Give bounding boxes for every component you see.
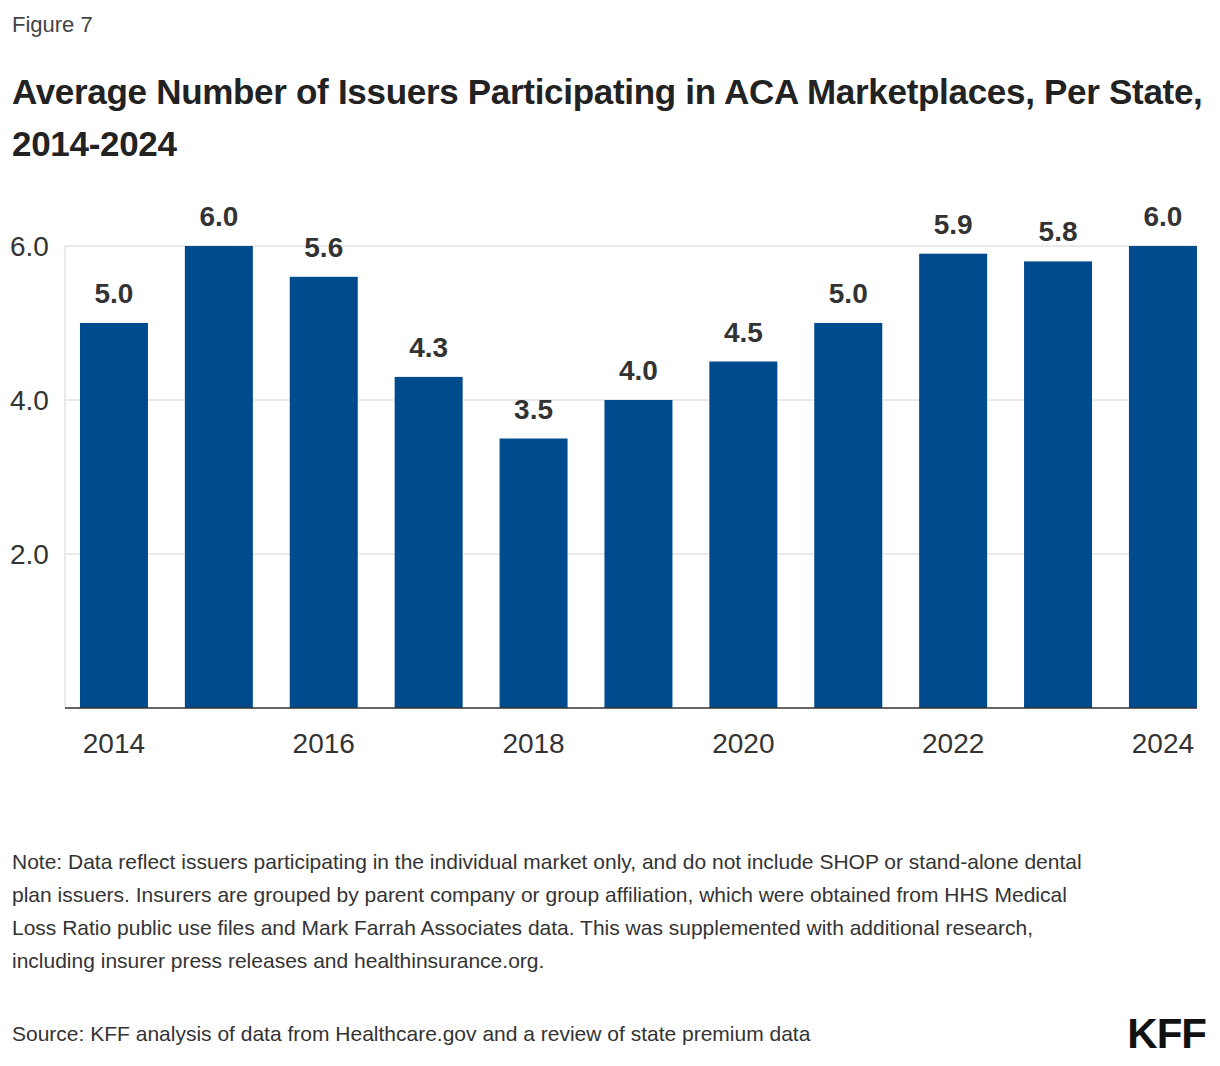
bars [80,246,1197,708]
chart-svg: 2.0 4.0 6.0 5.0 6.0 5.6 4.3 3.5 4.0 4.5 5.0 5.9 5.8 6… [0,0,1220,800]
data-label: 5.8 [1039,216,1078,247]
bar [395,377,463,708]
chart-title: Average Number of Issuers Participating … [12,66,1207,170]
x-tick-label: 2024 [1132,728,1194,759]
bar [80,323,148,708]
bar [1129,246,1197,708]
note: Note: Data reflect issuers participating… [12,845,1097,977]
data-label: 5.9 [934,209,973,240]
bar [1024,261,1092,708]
source: Source: KFF analysis of data from Health… [12,1022,810,1046]
x-tick-label: 2016 [293,728,355,759]
figure-label: Figure 7 [12,12,93,38]
x-tick-label: 2022 [922,728,984,759]
bar [919,254,987,708]
logo: KFF [1127,1010,1206,1058]
bar [604,400,672,708]
bar [814,323,882,708]
data-label: 6.0 [1143,201,1182,232]
data-label: 4.5 [724,317,763,348]
bar [709,362,777,709]
bar [185,246,253,708]
data-label: 4.0 [619,355,658,386]
data-label: 5.6 [304,232,343,263]
y-axis-line [65,246,66,708]
data-label: 3.5 [514,394,553,425]
x-tick-label: 2014 [83,728,145,759]
data-label: 5.0 [829,278,868,309]
y-tick-label: 4.0 [10,385,49,416]
y-tick-label: 2.0 [10,539,49,570]
bar [500,439,568,709]
y-tick-label: 6.0 [10,231,49,262]
data-label: 5.0 [94,278,133,309]
bar [290,277,358,708]
x-tick-label: 2020 [712,728,774,759]
data-label: 4.3 [409,332,448,363]
x-tick-label: 2018 [502,728,564,759]
data-label: 6.0 [199,201,238,232]
x-axis-line [65,707,1197,709]
